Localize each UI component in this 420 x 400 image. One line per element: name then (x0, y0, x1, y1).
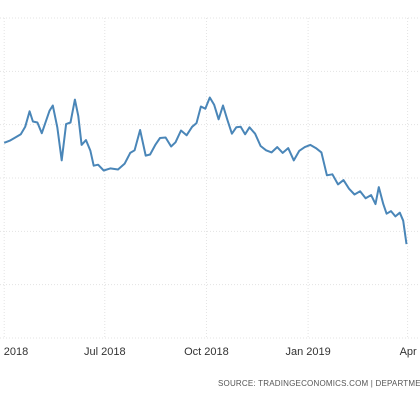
x-tick-label: Oct 2018 (184, 346, 229, 358)
source-label: SOURCE: TRADINGECONOMICS.COM | DEPARTMEN… (218, 379, 420, 388)
grid (0, 17, 420, 339)
series-line (3, 96, 408, 245)
x-tick-label: Apr (400, 346, 417, 358)
x-tick-label: 2018 (4, 346, 28, 358)
x-tick-label: Jan 2019 (285, 346, 330, 358)
x-axis-ticks: 2018 Jul 2018 Oct 2018 Jan 2019 Apr (4, 346, 417, 358)
series-layer (3, 96, 408, 245)
x-tick-label: Jul 2018 (84, 346, 126, 358)
